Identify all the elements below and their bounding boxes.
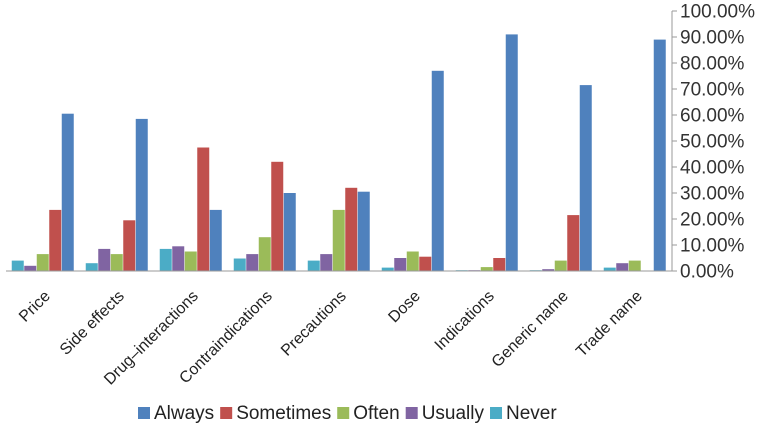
bar-often-3	[258, 237, 271, 271]
bar-never-2	[159, 248, 172, 271]
x-tick-label: Generic name	[489, 288, 572, 371]
x-axis-ticks: Price Side effectsDrug–interactionsContra…	[16, 288, 646, 389]
legend-label-always: Always	[154, 403, 214, 424]
x-tick-label: Side effects	[57, 288, 128, 359]
bar-usually-3	[246, 254, 259, 271]
bar-always-2	[209, 209, 222, 271]
bar-usually-2	[172, 246, 185, 271]
x-tick-label: Trade name	[573, 288, 646, 361]
bar-always-5	[431, 70, 444, 271]
bar-often-7	[554, 260, 567, 271]
bar-usually-0	[24, 265, 37, 271]
legend-swatch-sometimes	[220, 407, 233, 419]
y-tick-label: 90.00%	[680, 28, 745, 49]
legend-label-usually: Usually	[422, 403, 485, 424]
y-tick-label: 20.00%	[680, 210, 745, 231]
bar-never-4	[307, 260, 320, 271]
y-tick-label: 70.00%	[680, 80, 745, 101]
y-tick-label: 0.00%	[680, 262, 734, 283]
x-tick-label: Dose	[385, 288, 424, 327]
bar-never-3	[233, 258, 246, 271]
y-tick-label: 40.00%	[680, 158, 745, 179]
bar-sometimes-5	[419, 256, 432, 271]
bar-sometimes-3	[271, 161, 284, 271]
y-tick-label: 30.00%	[680, 184, 745, 205]
bar-always-0	[61, 113, 74, 271]
bars-group	[11, 34, 666, 272]
bar-usually-5	[394, 258, 407, 271]
bar-often-5	[406, 251, 419, 271]
y-axis-ticks: 0.00% 10.00% 20.00% 30.00% 40.00% 50.00% 60.00…	[672, 2, 755, 283]
bar-often-8	[628, 260, 641, 271]
x-tick-label: Precautions	[278, 288, 350, 360]
legend-label-sometimes: Sometimes	[236, 403, 331, 424]
bar-always-4	[357, 191, 370, 271]
x-tick-label: Indications	[432, 288, 498, 354]
bar-never-8	[603, 267, 616, 271]
legend-label-never: Never	[506, 403, 557, 424]
bar-usually-8	[616, 263, 629, 271]
legend-swatch-often	[337, 407, 350, 419]
bar-often-4	[332, 209, 345, 271]
legend-swatch-usually	[405, 407, 418, 419]
bar-sometimes-2	[197, 147, 210, 271]
bar-never-0	[11, 260, 24, 271]
bar-always-1	[135, 118, 148, 272]
bar-usually-4	[320, 254, 333, 271]
bar-usually-1	[98, 248, 111, 271]
y-tick-label: 60.00%	[680, 106, 745, 127]
legend-swatch-never	[490, 407, 503, 419]
y-tick-label: 100.00%	[680, 2, 755, 23]
legend-swatch-always	[138, 407, 150, 419]
bar-often-1	[110, 254, 123, 271]
bar-often-6	[480, 267, 493, 271]
y-tick-label: 50.00%	[680, 132, 745, 153]
legend-label-often: Often	[353, 403, 399, 424]
bar-always-6	[505, 34, 518, 272]
bar-sometimes-4	[345, 187, 358, 271]
x-tick-label: Price	[16, 288, 54, 326]
bar-sometimes-1	[123, 220, 136, 271]
bar-always-8	[653, 39, 666, 271]
bar-usually-7	[542, 269, 555, 271]
bar-never-5	[381, 267, 394, 271]
bar-always-7	[579, 85, 592, 271]
bar-never-1	[85, 263, 98, 271]
bar-often-2	[184, 251, 197, 271]
bar-often-0	[36, 254, 49, 271]
bar-always-3	[283, 193, 296, 271]
y-tick-label: 10.00%	[680, 236, 745, 257]
bar-sometimes-6	[493, 258, 506, 271]
bar-sometimes-0	[49, 209, 62, 271]
y-tick-label: 80.00%	[680, 54, 745, 75]
bar-sometimes-7	[567, 215, 580, 271]
legend: Always Sometimes Often Usually Never	[138, 403, 557, 424]
